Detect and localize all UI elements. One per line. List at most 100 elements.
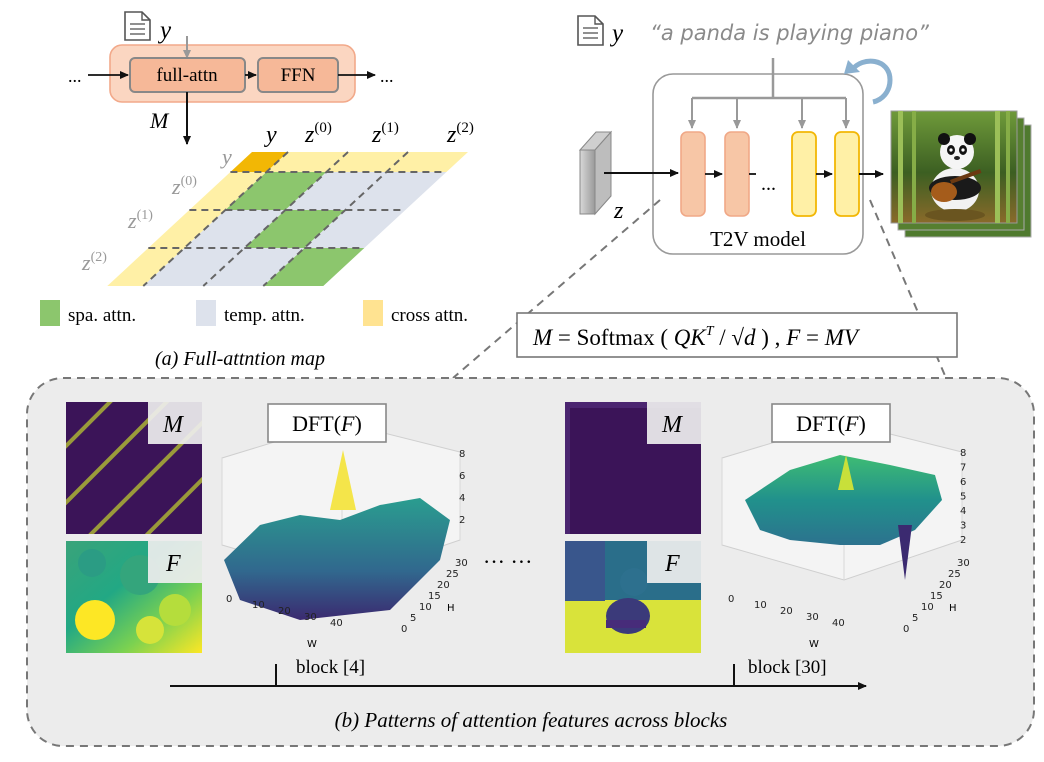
block30-z-tick: 3 bbox=[960, 521, 966, 532]
block4-z-tick: 8 bbox=[459, 449, 465, 460]
block30-peak bbox=[838, 455, 854, 490]
block4-z-tick: 2 bbox=[459, 515, 465, 526]
block30-label: block [30] bbox=[748, 657, 827, 678]
block-token-2 bbox=[724, 131, 750, 217]
block30-h-tick: 25 bbox=[948, 569, 961, 580]
block4-w-tick: 20 bbox=[278, 606, 291, 617]
block30-w-tick: 0 bbox=[728, 594, 734, 605]
attention-col-divider bbox=[202, 151, 349, 287]
block30-w-tick: 20 bbox=[780, 606, 793, 617]
noise-latent-slab bbox=[579, 149, 596, 215]
block30-h-tick: 30 bbox=[957, 558, 970, 569]
block4-m-tag: M bbox=[162, 412, 185, 438]
block30-f-tag: F bbox=[664, 551, 680, 577]
block4-h-tick: 5 bbox=[410, 613, 416, 624]
attention-map-row-labels: y z(0) z(1) z(2) bbox=[81, 144, 232, 275]
block30-z-tick: 7 bbox=[960, 463, 966, 474]
block30-w-tick: 40 bbox=[832, 618, 845, 629]
block4-h-tick: 20 bbox=[437, 580, 450, 591]
attention-cell-r0-c0 bbox=[230, 152, 288, 172]
block4-label: block [4] bbox=[296, 657, 365, 678]
t2v-condition-y: y bbox=[609, 20, 624, 47]
block4-h-tick: 10 bbox=[419, 602, 432, 613]
legend-swatch-temporal bbox=[196, 300, 216, 326]
block30-dft-title: DFT(F) bbox=[796, 411, 866, 436]
block4-w-tick: 30 bbox=[304, 612, 317, 623]
block4-h-tick: 30 bbox=[455, 558, 468, 569]
block4-w-axis-label: W bbox=[307, 639, 317, 650]
block4-h-tick: 0 bbox=[401, 624, 407, 635]
attention-cell-r2-c2 bbox=[244, 210, 346, 248]
block30-z-tick: 5 bbox=[960, 492, 966, 503]
block-timeline: block [4] block [30] bbox=[170, 657, 867, 690]
attention-cell-r2-c1 bbox=[184, 210, 286, 248]
document-icon-2 bbox=[577, 15, 604, 46]
attention-cell-r3-c1 bbox=[143, 248, 245, 286]
block4-w-tick: 0 bbox=[226, 594, 232, 605]
block30-z-tick: 6 bbox=[960, 477, 966, 488]
attention-col-divider bbox=[262, 151, 409, 287]
block4-peak bbox=[330, 450, 356, 510]
block4-z-tick: 6 bbox=[459, 471, 465, 482]
full-attn-label: full-attn bbox=[156, 65, 218, 86]
attention-cell-r2-c3 bbox=[304, 210, 406, 248]
block4-f-tag: F bbox=[165, 551, 181, 577]
block30-z-tick: 2 bbox=[960, 535, 966, 546]
attention-cell-r1-c3 bbox=[345, 172, 447, 210]
block4-dft-title: DFT(F) bbox=[292, 411, 362, 436]
block30-z-tick: 8 bbox=[960, 448, 966, 459]
block4-h-tick: 25 bbox=[446, 569, 459, 580]
block-token-4 bbox=[834, 131, 860, 217]
attention-cell-r0-c2 bbox=[326, 152, 408, 172]
row-label-z2: z(2) bbox=[81, 250, 107, 275]
t2v-model-label: T2V model bbox=[710, 227, 806, 251]
condition-y-label: y bbox=[157, 17, 172, 44]
output-video-frames bbox=[890, 110, 1032, 238]
prompt-text: “a panda is playing piano” bbox=[650, 21, 930, 45]
block30-m-tag: M bbox=[661, 412, 684, 438]
legend-swatch-cross bbox=[363, 300, 383, 326]
block4-h-tick: 15 bbox=[428, 591, 441, 602]
attention-cell-r0-c3 bbox=[386, 152, 468, 172]
zoom-line-left bbox=[452, 199, 661, 379]
block4-feature-map: F bbox=[66, 541, 202, 653]
block30-h-tick: 5 bbox=[912, 613, 918, 624]
block-token-1 bbox=[680, 131, 706, 217]
ffn-label: FFN bbox=[281, 65, 316, 86]
block4-attention-map: M bbox=[66, 402, 202, 534]
formula-box bbox=[516, 312, 958, 358]
block4-w-tick: 10 bbox=[252, 600, 265, 611]
attention-cell-r3-c2 bbox=[203, 248, 305, 286]
col-label-z2: z(2) bbox=[446, 120, 474, 148]
row-label-z0: z(0) bbox=[171, 174, 197, 199]
block30-w-tick: 30 bbox=[806, 612, 819, 623]
block30-w-tick: 10 bbox=[754, 600, 767, 611]
block30-h-tick: 15 bbox=[930, 591, 943, 602]
ellipsis-left: ... bbox=[68, 66, 82, 86]
m-label: M bbox=[149, 108, 170, 133]
document-icon bbox=[124, 11, 151, 41]
row-label-y: y bbox=[220, 144, 232, 169]
block4-w-tick: 40 bbox=[330, 618, 343, 629]
t2v-ellipsis: ... bbox=[761, 173, 776, 195]
attention-cell-r1-c0 bbox=[189, 172, 267, 210]
block30-h-tick: 0 bbox=[903, 624, 909, 635]
block30-z-tick: 4 bbox=[960, 506, 966, 517]
block30-surface bbox=[745, 455, 942, 545]
block4-h-axis-label: H bbox=[447, 603, 455, 614]
col-label-z1: z(1) bbox=[371, 120, 399, 148]
panel-a-pipeline: y ... full-attn FFN ... M bbox=[68, 11, 394, 145]
attention-cell-r1-c1 bbox=[225, 172, 327, 210]
block4-z-tick: 4 bbox=[459, 493, 465, 504]
attention-cell-r0-c1 bbox=[266, 152, 348, 172]
attention-map-col-labels: y z(0) z(1) z(2) bbox=[264, 120, 474, 148]
z-label: z bbox=[613, 198, 624, 224]
col-label-y: y bbox=[264, 122, 277, 148]
legend-label-cross: cross attn. bbox=[391, 305, 468, 326]
col-label-z0: z(0) bbox=[304, 120, 332, 148]
block30-w-axis-label: W bbox=[809, 639, 819, 650]
attention-cell-r3-c3 bbox=[263, 248, 365, 286]
row-label-z1: z(1) bbox=[127, 208, 153, 233]
